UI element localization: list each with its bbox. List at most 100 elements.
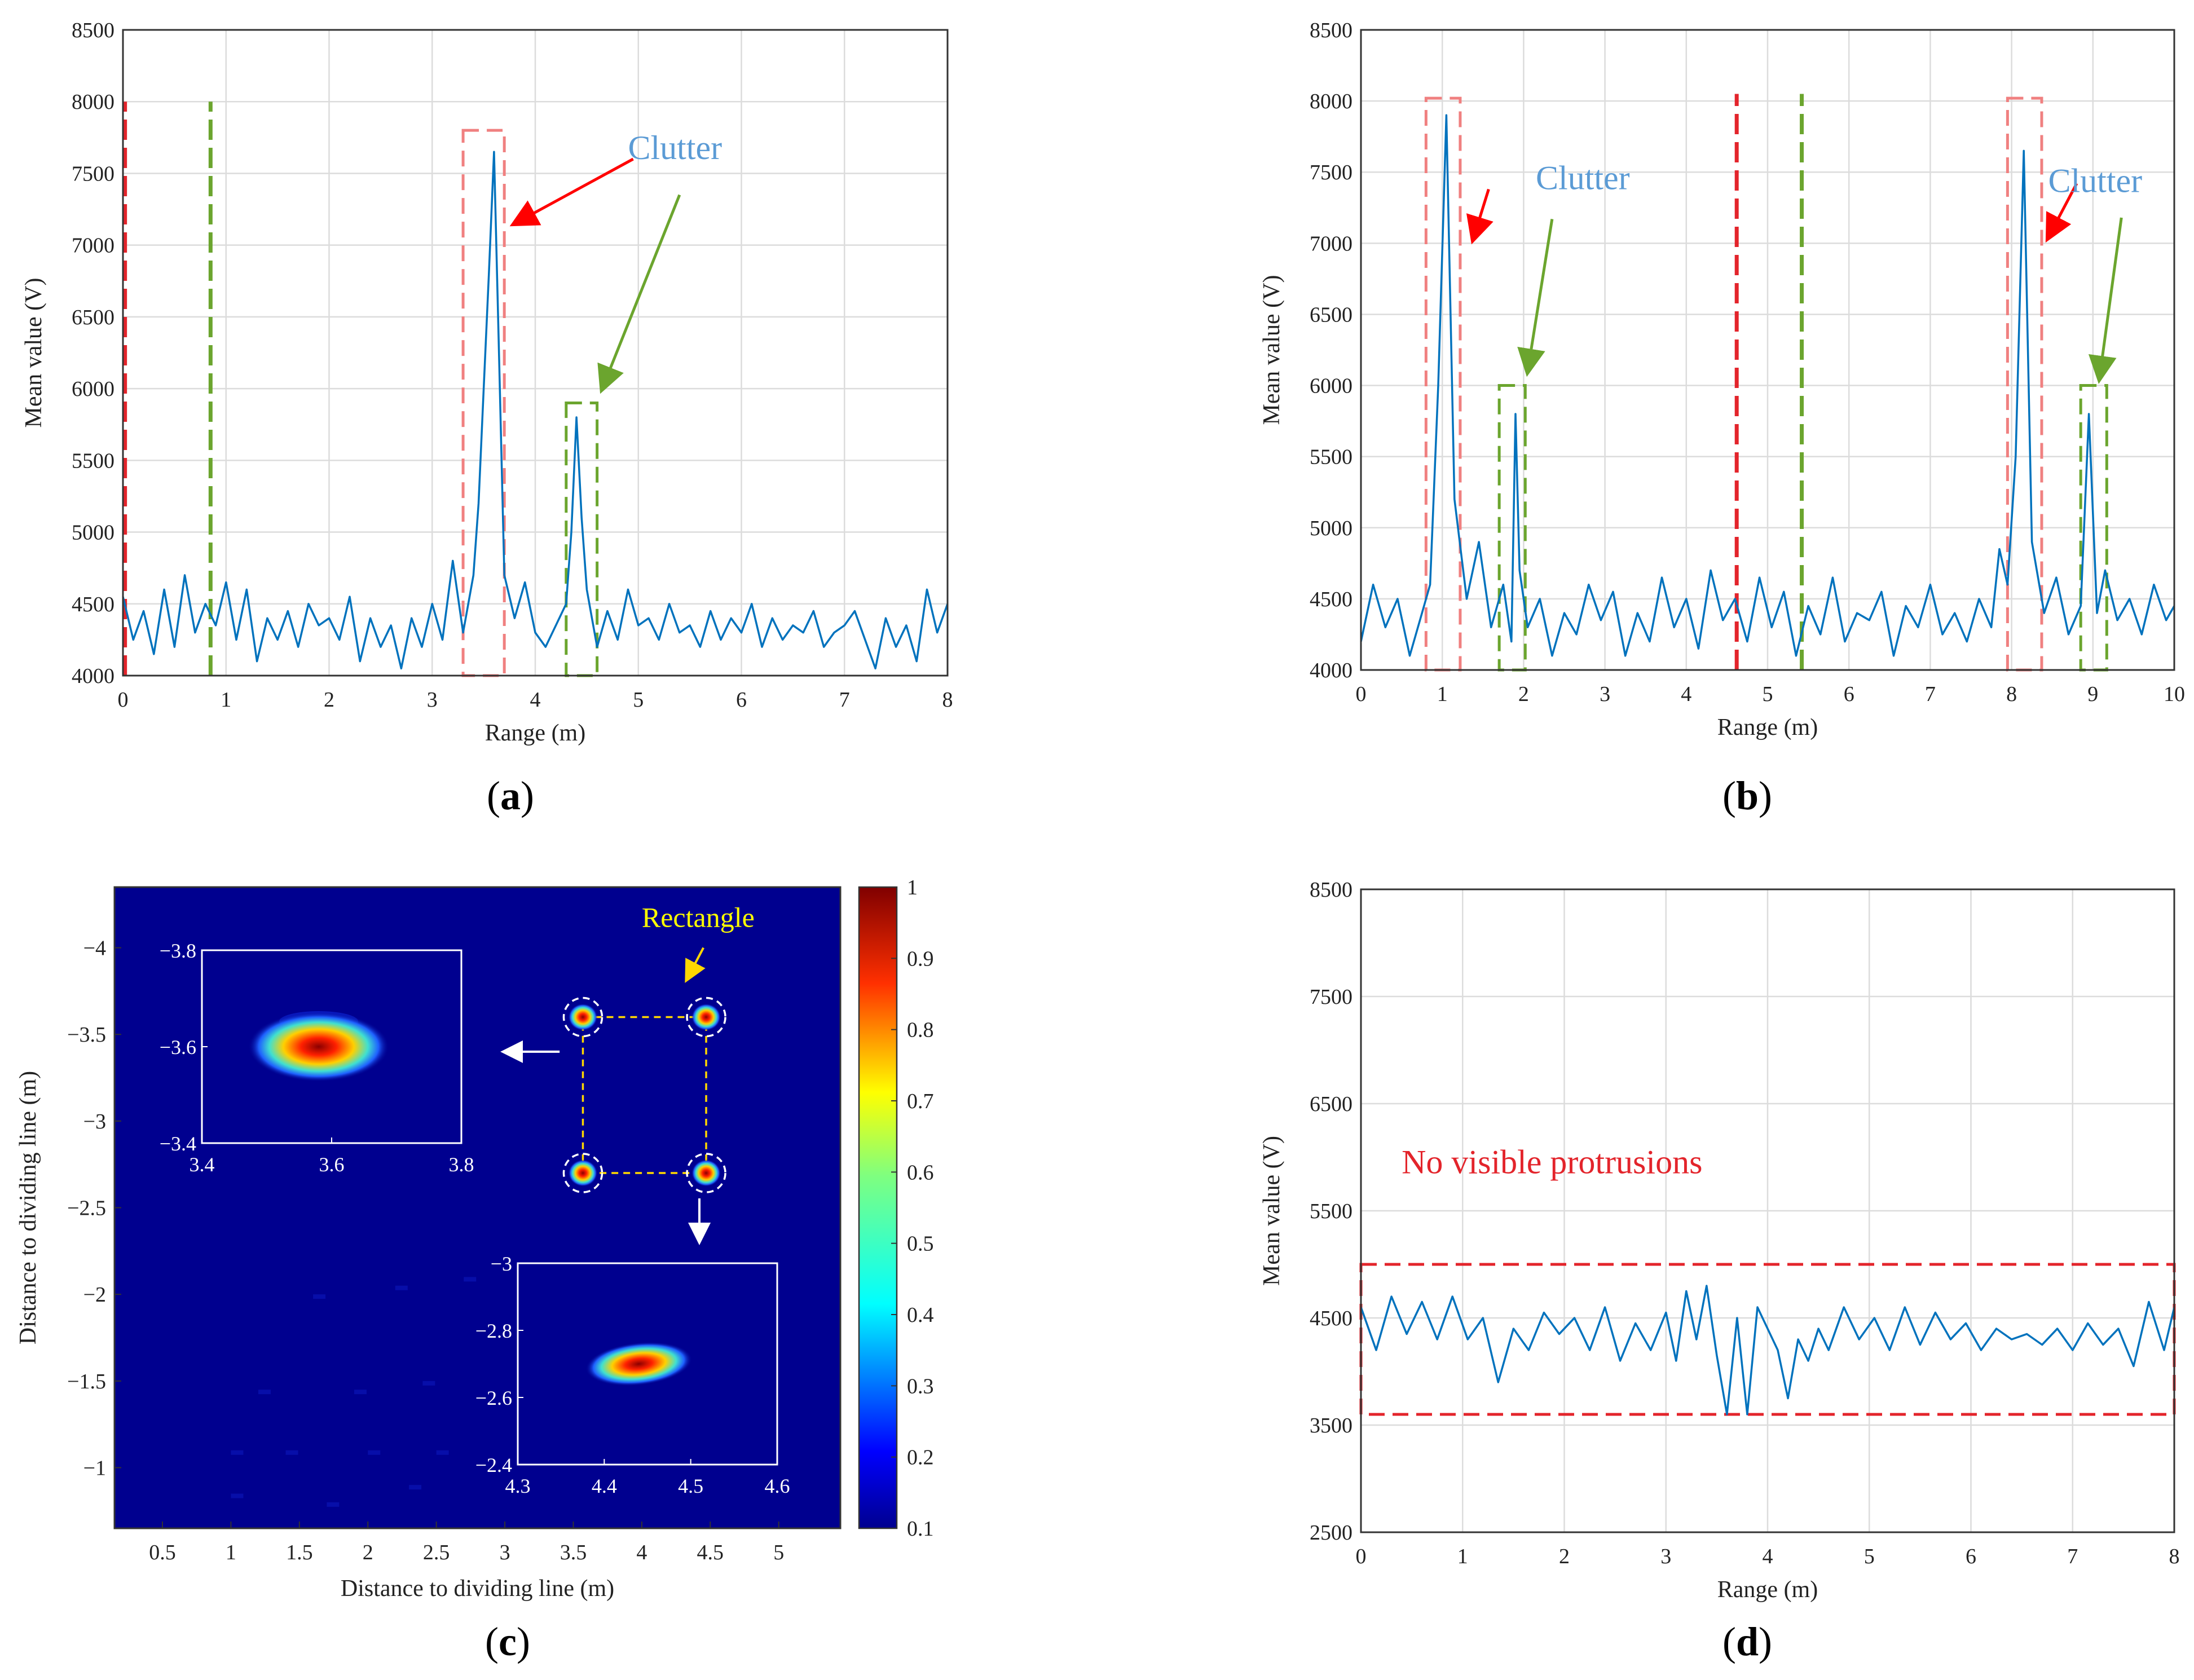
noise-speck <box>409 1485 422 1490</box>
annotation-arrow <box>1517 219 1554 377</box>
inset-y-tick-label: −3.8 <box>160 940 196 962</box>
y-tick-label: −3 <box>83 1110 106 1134</box>
inset-x-tick-label: 3.6 <box>319 1153 345 1176</box>
series-line <box>122 151 949 670</box>
series-line <box>1360 1285 2175 1416</box>
x-tick-label: 2 <box>1559 1545 1570 1568</box>
inset-hotspot <box>248 1012 389 1082</box>
x-tick-label: 2 <box>324 688 334 712</box>
inset-x-tick-label: 4.3 <box>505 1475 531 1497</box>
y-tick-label: 8000 <box>1310 90 1352 113</box>
y-tick-label: 6000 <box>72 377 114 401</box>
x-tick-label: 0.5 <box>149 1541 176 1564</box>
x-axis-label: Range (m) <box>1717 715 1818 740</box>
inset-y-tick-label: −2.4 <box>475 1454 512 1476</box>
inset-hotspot <box>585 1342 693 1386</box>
inset-2: 4.3 4.4 4.5 4.6 −3 −2.8 −2.6 −2.4 <box>475 1253 790 1497</box>
panel-d: 0 1 2 3 4 5 6 7 8 2500 3500 4500 5500 6500 7500 8500 No … <box>1259 878 2180 1664</box>
y-tick-label: 8500 <box>1310 19 1352 42</box>
panel-letter: a <box>500 773 521 818</box>
inset-y-tick-label: −2.6 <box>475 1387 512 1409</box>
annotation-label: Clutter <box>1536 159 1630 196</box>
y-axis-label: Mean value (V) <box>21 278 47 428</box>
noise-speck <box>231 1493 244 1498</box>
x-tick-label: 7 <box>839 688 850 712</box>
y-tick-label: 4500 <box>72 593 114 616</box>
y-tick-label: 8500 <box>72 19 114 42</box>
inset-y-tick-label: −2.8 <box>475 1320 512 1342</box>
x-tick-label: 2.5 <box>423 1541 450 1564</box>
plot-frame <box>1360 888 2175 1533</box>
y-tick-label: 8000 <box>72 90 114 114</box>
y-tick-label: 7500 <box>1310 161 1352 184</box>
panel-letter: d <box>1736 1619 1759 1664</box>
colorbar-tick-label: 0.4 <box>907 1303 934 1327</box>
target-rectangle <box>581 1016 707 1174</box>
x-tick-label: 2 <box>1518 682 1529 706</box>
x-tick-label: 6 <box>1844 682 1854 706</box>
x-tick-label: 1 <box>1437 682 1448 706</box>
y-tick-label: 3500 <box>1310 1414 1352 1438</box>
x-tick-label: 2 <box>363 1541 373 1564</box>
y-tick-label: −2.5 <box>67 1197 106 1220</box>
x-tick-label: 0 <box>118 688 129 712</box>
noise-speck <box>313 1294 326 1299</box>
y-axis-label: Mean value (V) <box>1259 1136 1285 1286</box>
inset-x-tick-label: 4.5 <box>678 1475 703 1497</box>
y-tick-label: 5500 <box>1310 446 1352 469</box>
target-hotspot <box>568 1159 598 1187</box>
inset-x-tick-label: 3.8 <box>449 1153 474 1176</box>
x-tick-label: 9 <box>2087 682 2098 706</box>
x-tick-label: 8 <box>2169 1545 2180 1568</box>
inset-frame <box>517 1262 778 1466</box>
x-tick-label: 4 <box>1681 682 1691 706</box>
annotation-arrow <box>597 194 681 394</box>
x-tick-label: 5 <box>1763 682 1773 706</box>
inset-x-tick-label: 3.4 <box>190 1153 215 1176</box>
target-hotspot <box>691 1159 721 1187</box>
x-axis-label: Range (m) <box>485 720 585 746</box>
annotation-label: No visible protrusions <box>1402 1144 1702 1181</box>
x-axis-label: Range (m) <box>1717 1577 1818 1603</box>
panel-label: (d) <box>1722 1619 1772 1664</box>
target-circle <box>686 996 726 1038</box>
y-axis-label: Mean value (V) <box>1259 275 1285 425</box>
x-tick-label: 7 <box>1925 682 1936 706</box>
y-tick-label: −1.5 <box>67 1370 106 1394</box>
x-tick-label: 6 <box>736 688 747 712</box>
annotation-arrow <box>2088 217 2123 384</box>
colorbar-tick-label: 0.2 <box>907 1446 934 1470</box>
y-tick-label: 6500 <box>1310 303 1352 327</box>
y-axis-label: Distance to dividing line (m) <box>15 1071 41 1344</box>
plot-frame <box>1360 29 2175 671</box>
noise-speck <box>395 1285 408 1290</box>
rectangle-label: Rectangle <box>642 902 755 933</box>
panel-label: (a) <box>487 773 534 818</box>
colorbar-tick-label: 0.6 <box>907 1161 934 1184</box>
x-tick-label: 1 <box>221 688 231 712</box>
y-tick-label: 6500 <box>1310 1092 1352 1116</box>
y-tick-label: −3.5 <box>67 1023 106 1047</box>
y-tick-label: 5000 <box>1310 517 1352 540</box>
x-axis-label: Distance to dividing line (m) <box>341 1576 614 1602</box>
annotation-label: Clutter <box>628 129 722 166</box>
plot-frame <box>122 29 949 677</box>
noise-speck <box>368 1450 381 1455</box>
panel-label: (b) <box>1722 773 1772 818</box>
colorbar-tick-label: 0.1 <box>907 1517 934 1541</box>
x-tick-label: 1 <box>1457 1545 1468 1568</box>
noise-speck <box>436 1450 449 1455</box>
annotation-arrow <box>509 157 634 227</box>
annotation-arrow <box>1466 188 1493 245</box>
x-tick-label: 3 <box>1660 1545 1671 1568</box>
inset-y-tick-label: −3.4 <box>160 1132 196 1155</box>
panel-label: (c) <box>485 1619 530 1664</box>
y-tick-label: −4 <box>83 937 106 960</box>
noise-speck <box>285 1450 298 1455</box>
x-tick-label: 8 <box>2006 682 2017 706</box>
x-tick-label: 7 <box>2067 1545 2078 1568</box>
x-tick-label: 1.5 <box>286 1541 313 1564</box>
target-hotspot <box>568 1003 598 1031</box>
